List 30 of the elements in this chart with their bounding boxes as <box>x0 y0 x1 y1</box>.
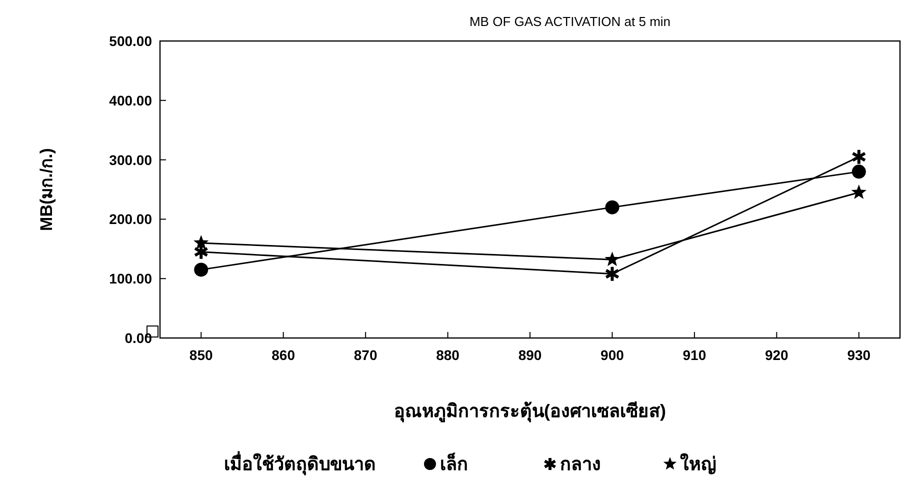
point <box>194 262 208 277</box>
y-tick-label: 500.00 <box>109 33 152 49</box>
x-axis-title: อุณหภูมิการกระตุ้น(องศาเซลเซียส) <box>394 401 666 423</box>
y-axis-title: MB(มก./ก.) <box>37 148 56 231</box>
x-tick-label: 870 <box>354 347 378 363</box>
point <box>604 265 620 282</box>
chart-title: MB OF GAS ACTIVATION at 5 min <box>469 14 671 29</box>
point <box>605 200 620 214</box>
point <box>604 252 620 266</box>
point <box>194 234 209 250</box>
x-tick-label: 860 <box>272 347 296 363</box>
legend-title: เมื่อใช้วัตถุดิบขนาด <box>224 451 376 476</box>
y-tick-label: 400.00 <box>109 92 152 108</box>
x-tick-label: 890 <box>518 347 542 363</box>
legend-label: กลาง <box>560 454 601 474</box>
x-tick-label: 880 <box>436 347 460 363</box>
point <box>851 148 866 166</box>
point <box>852 164 866 179</box>
y-tick-label: 100.00 <box>109 270 152 287</box>
point <box>851 184 866 199</box>
legend-label: เล็ก <box>440 452 468 474</box>
x-tick-label: 850 <box>189 347 214 363</box>
legend-label: ใหญ่ <box>680 453 716 475</box>
y-tick-label: 200.00 <box>109 211 152 228</box>
y-tick-label: 300.00 <box>109 152 152 168</box>
x-tick-label: 920 <box>764 347 789 363</box>
x-tick-label: 900 <box>600 347 624 363</box>
y-tick-label: 0.00 <box>124 330 152 346</box>
x-tick-label: 930 <box>847 347 871 363</box>
x-tick-label: 910 <box>682 347 706 363</box>
